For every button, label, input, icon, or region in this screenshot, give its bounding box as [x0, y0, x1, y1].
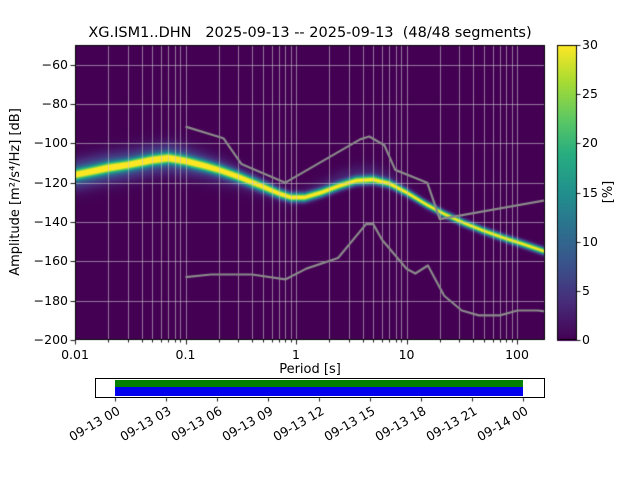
timeline-coverage-blue: [115, 387, 523, 396]
x-tick-label: 10: [398, 347, 415, 362]
x-tick-label: 100: [505, 347, 529, 362]
y-tick-label: −160: [33, 253, 68, 269]
colorbar-tick-label: 25: [582, 86, 598, 102]
colorbar-tick-label: 5: [582, 282, 590, 298]
y-tick-label: −140: [33, 214, 68, 229]
plot-title: XG.ISM1..DHN 2025-09-13 -- 2025-09-13 (4…: [88, 25, 532, 41]
colorbar-tick-label: 0: [582, 332, 590, 347]
x-axis-label: Period [s]: [279, 362, 341, 377]
x-tick-label: 1: [292, 347, 300, 362]
y-tick-label: −80: [41, 96, 68, 111]
y-tick-label: −180: [33, 292, 68, 308]
timeline-box: [95, 378, 545, 398]
y-tick-label: −200: [33, 332, 68, 347]
timeline-coverage-green: [115, 380, 523, 387]
x-tick-label: 0.1: [175, 347, 196, 362]
colorbar-tick-label: 20: [582, 135, 598, 151]
x-tick-label: 0.01: [61, 347, 89, 362]
colorbar-tick-label: 10: [582, 233, 598, 249]
y-tick-label: −120: [33, 174, 68, 190]
colorbar-tick-label: 15: [582, 184, 598, 200]
y-tick-label: −60: [41, 56, 68, 72]
colorbar-tick-label: 30: [582, 37, 598, 52]
y-tick-label: −100: [33, 135, 68, 151]
